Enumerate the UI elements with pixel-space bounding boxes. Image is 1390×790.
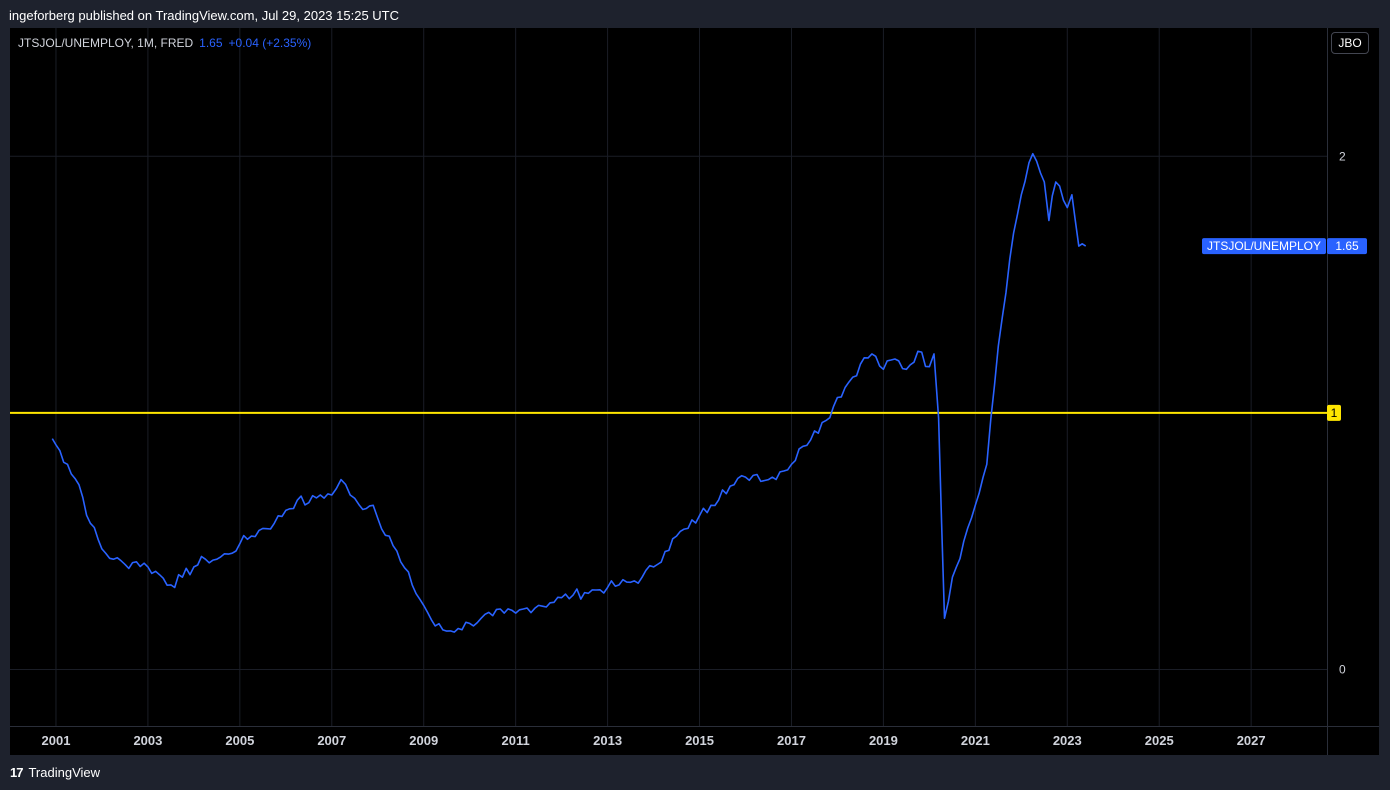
series-name-badge	[1202, 238, 1326, 255]
legend-symbol: JTSJOL/UNEMPLOY, 1M, FRED	[18, 36, 194, 50]
x-tick-label: 2023	[1053, 733, 1082, 748]
price-chart[interactable]: 2001 2003 2005 2007 2009 2011 2013 2015 2017 2019…	[10, 28, 1379, 755]
series-legend: JTSJOL/UNEMPLOY, 1M, FRED 1.65 +0.04 (+2.3…	[18, 36, 311, 50]
x-tick-label: 2019	[869, 733, 898, 748]
footer: 17 TradingView	[0, 755, 1390, 790]
last-value-badge	[1327, 238, 1367, 255]
tradingview-logo-icon: 17	[10, 765, 24, 780]
x-tick-label: 2015	[685, 733, 714, 748]
last-value-label: 1.65	[1335, 239, 1359, 253]
brand-label: TradingView	[28, 765, 101, 780]
jbo-button[interactable]: JBO	[1331, 32, 1369, 54]
published-bar: ingeforberg published on TradingView.com…	[0, 0, 1390, 28]
legend-value: 1.65	[199, 36, 223, 50]
series-name-label: JTSJOL/UNEMPLOY	[1207, 239, 1321, 253]
x-tick-label: 2009	[409, 733, 438, 748]
x-tick-label: 2017	[777, 733, 806, 748]
y-tick-label: 2	[1339, 149, 1346, 163]
y-tick-label: 0	[1339, 663, 1346, 677]
x-tick-label: 2003	[133, 733, 162, 748]
x-tick-label: 2027	[1237, 733, 1266, 748]
x-tick-label: 2007	[317, 733, 346, 748]
x-tick-label: 2001	[42, 733, 71, 748]
tradingview-brand[interactable]: 17 TradingView	[10, 765, 100, 780]
x-tick-label: 2021	[961, 733, 990, 748]
reference-line-badge	[1327, 404, 1341, 421]
published-info: ingeforberg published on TradingView.com…	[9, 8, 400, 23]
legend-change: +0.04 (+2.35%)	[228, 36, 312, 50]
x-tick-label: 2005	[225, 733, 254, 748]
x-tick-label: 2011	[502, 733, 530, 748]
reference-line-label: 1	[1331, 406, 1338, 420]
series-line	[51, 152, 1087, 633]
chart-frame[interactable]: 2001 2003 2005 2007 2009 2011 2013 2015 2017 2019…	[10, 28, 1379, 755]
x-tick-label: 2025	[1145, 733, 1174, 748]
x-tick-label: 2013	[593, 733, 622, 748]
